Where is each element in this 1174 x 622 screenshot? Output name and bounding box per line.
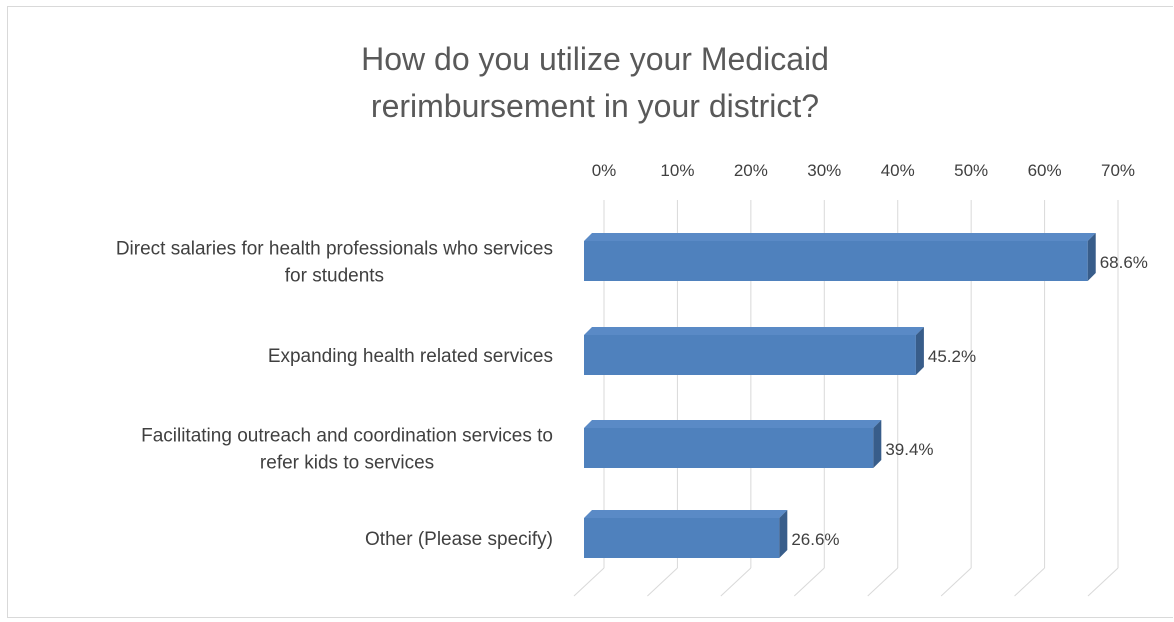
x-axis-ticks: 0% 10% 20% 30% 40% 50% 60% 70%: [592, 161, 1135, 180]
category-label: Other (Please specify): [365, 529, 553, 550]
x-tick-label: 50%: [954, 161, 988, 180]
category-label: Direct salaries for health professionals…: [116, 239, 553, 260]
data-label: 39.4%: [885, 440, 933, 459]
data-label: 68.6%: [1100, 253, 1148, 272]
bar-side-face: [1087, 233, 1096, 281]
bar-top-face: [584, 420, 882, 428]
category-label: Facilitating outreach and coordination s…: [141, 426, 553, 447]
x-tick-label: 40%: [881, 161, 915, 180]
data-label: 26.6%: [791, 530, 839, 549]
floor-gridline: [867, 567, 899, 597]
chart-title-line-1: How do you utilize your Medicaid: [361, 41, 829, 77]
category-labels: Direct salaries for health professionals…: [116, 239, 553, 551]
x-tick-label: 60%: [1028, 161, 1062, 180]
bar-top-face: [584, 233, 1096, 241]
x-tick-label: 0%: [592, 161, 617, 180]
floor-gridline: [647, 567, 678, 597]
bar-side-face: [915, 327, 924, 375]
floor-gridline: [573, 567, 605, 597]
x-tick-label: 20%: [734, 161, 768, 180]
bar: [584, 428, 874, 468]
bar-top-face: [584, 510, 788, 518]
category-label: Expanding health related services: [268, 346, 553, 367]
floor-gridline: [1014, 567, 1045, 597]
floor-gridline: [940, 567, 972, 597]
category-label: for students: [285, 266, 384, 287]
floor-gridline: [720, 567, 752, 597]
bar: [584, 335, 916, 375]
bar: [584, 241, 1088, 281]
bars: 68.6% 45.2% 39.4% 26.6%: [584, 233, 1148, 558]
data-label: 45.2%: [928, 347, 976, 366]
bar: [584, 518, 780, 558]
x-tick-label: 30%: [807, 161, 841, 180]
chart-title-line-2: rerimbursement in your district?: [370, 88, 820, 124]
chart-frame: [7, 6, 1173, 618]
category-label: refer kids to services: [260, 453, 434, 474]
x-tick-label: 70%: [1101, 161, 1135, 180]
bar-side-face: [779, 510, 788, 558]
chart-title: How do you utilize your Medicaid rerimbu…: [265, 36, 925, 130]
floor-gridline: [793, 567, 825, 597]
bar-side-face: [873, 420, 882, 468]
x-tick-label: 10%: [660, 161, 694, 180]
floor-gridline: [1087, 567, 1119, 597]
bar-top-face: [584, 327, 924, 335]
